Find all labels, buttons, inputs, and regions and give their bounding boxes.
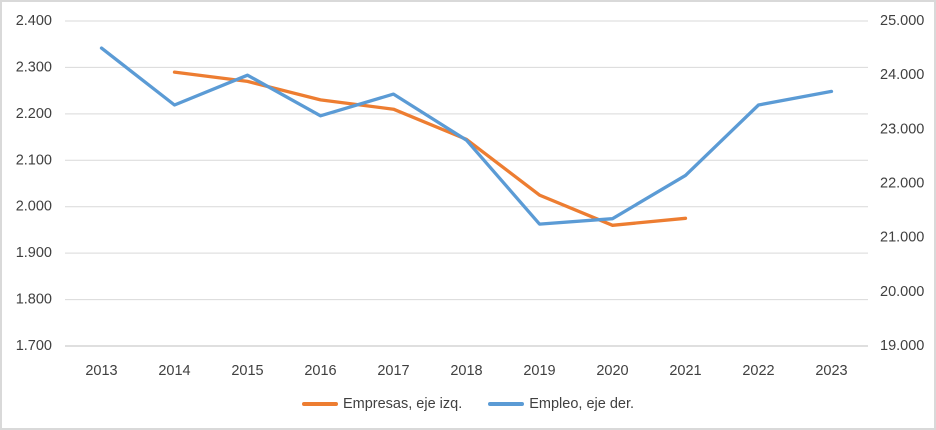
y-axis-left-tick-label: 1.800 (16, 292, 52, 308)
y-axis-left-tick-label: 2.100 (16, 152, 52, 168)
y-axis-right-tick-label: 19.000 (880, 338, 924, 354)
y-axis-left-tick-label: 2.400 (16, 13, 52, 29)
y-axis-left-tick-label: 1.900 (16, 245, 52, 261)
y-axis-right-tick-label: 25.000 (880, 13, 924, 29)
legend-item-empleo: Empleo, eje der. (488, 396, 634, 412)
y-axis-right-tick-label: 24.000 (880, 67, 924, 83)
series-line-empresas (172, 70, 688, 227)
x-axis-tick-label: 2019 (523, 363, 555, 379)
x-axis-tick-label: 2014 (158, 363, 190, 379)
legend-label-empleo: Empleo, eje der. (529, 396, 635, 412)
x-axis-tick-label: 2018 (450, 363, 482, 379)
x-axis-tick-label: 2020 (596, 363, 628, 379)
y-axis-right-tick-label: 23.000 (880, 121, 924, 137)
series-line-empleo (99, 46, 834, 226)
x-axis-tick-label: 2023 (815, 363, 847, 379)
y-axis-left-tick-label: 2.200 (16, 106, 52, 122)
y-axis-right-tick-label: 22.000 (880, 176, 924, 192)
legend: Empresas, eje izq. Empleo, eje der. (2, 396, 934, 412)
legend-swatch-empresas-line (301, 402, 338, 406)
legend-swatch-empleo-line (488, 402, 525, 406)
x-axis-tick-label: 2015 (231, 363, 263, 379)
x-axis-tick-label: 2013 (85, 363, 117, 379)
x-axis-tick-label: 2022 (742, 363, 774, 379)
y-axis-left-tick-label: 1.700 (16, 338, 52, 354)
y-axis-left-tick-label: 2.300 (16, 59, 52, 75)
y-axis-right-tick-label: 21.000 (880, 230, 924, 246)
legend-item-empresas: Empresas, eje izq. (301, 396, 463, 412)
y-axis-right-tick-label: 20.000 (880, 284, 924, 300)
x-axis-tick-label: 2016 (304, 363, 336, 379)
x-axis-tick-label: 2017 (377, 363, 409, 379)
x-axis-tick-label: 2021 (669, 363, 701, 379)
legend-label-empresas: Empresas, eje izq. (342, 396, 463, 412)
y-axis-left-tick-label: 2.000 (16, 199, 52, 215)
